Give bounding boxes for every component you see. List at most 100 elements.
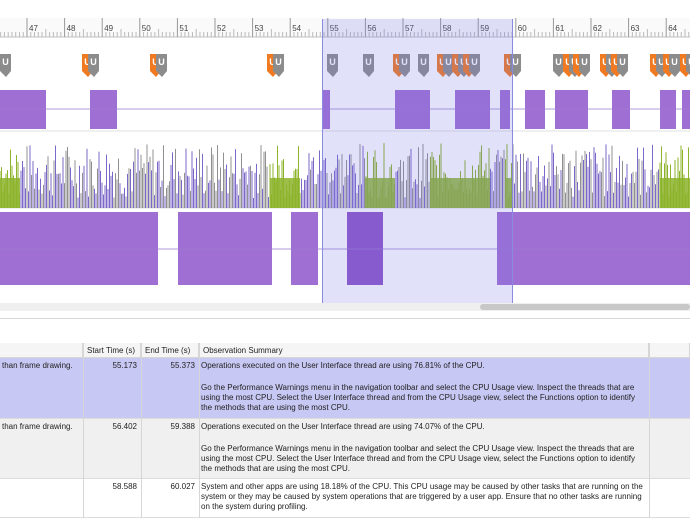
performance-warning-marker-icon[interactable]: U — [452, 54, 465, 78]
time-ruler[interactable]: 47 48 49 50 51 52 53 54 55 56 57 58 59 60 61 62 63 64 — [0, 0, 690, 40]
ui-thread-bar — [612, 90, 630, 129]
ui-activity-block — [178, 212, 272, 285]
performance-warning-marker-icon[interactable]: U — [504, 54, 517, 78]
marker-body — [463, 54, 474, 71]
performance-warning-marker-icon[interactable]: U — [393, 54, 406, 78]
observation-text: Operations executed on the User Interfac… — [201, 422, 485, 431]
column-divider — [199, 343, 200, 518]
performance-warning-marker-icon[interactable]: U — [617, 54, 630, 78]
performance-warning-marker-icon[interactable]: U — [573, 54, 586, 78]
marker-body — [650, 54, 661, 71]
performance-warning-marker-icon[interactable]: U — [443, 54, 456, 78]
issue-column-header[interactable] — [0, 343, 83, 358]
performance-warning-marker-icon[interactable]: U — [150, 54, 163, 78]
marker-body — [363, 54, 374, 71]
performance-warning-marker-icon[interactable]: U — [0, 54, 13, 78]
observation-summary-header[interactable]: Observation Summary — [199, 343, 649, 358]
marker-tip — [650, 71, 661, 77]
performance-warning-marker-icon[interactable]: U — [663, 54, 676, 78]
issue-cell: than frame drawing. — [2, 422, 73, 431]
observation-recommendation: Go the Performance Warnings menu in the … — [201, 383, 635, 412]
performance-warning-marker-icon[interactable]: U — [267, 54, 280, 78]
performance-warning-marker-icon[interactable]: U — [686, 54, 690, 78]
performance-warning-marker-icon[interactable]: U — [579, 54, 592, 78]
marker-tip — [600, 71, 611, 77]
marker-tip — [452, 71, 463, 77]
performance-warning-marker-icon[interactable]: U — [437, 54, 450, 78]
marker-tip — [0, 71, 11, 77]
marker-body — [611, 54, 622, 71]
performance-warning-markers: UUUUUUUUUUUUUUUUUUUUUUUUUUUUUUUUUUU — [0, 44, 690, 84]
marker-body — [504, 54, 515, 71]
performance-warning-marker-icon[interactable]: U — [656, 54, 669, 78]
performance-warning-marker-icon[interactable]: U — [418, 54, 431, 78]
performance-warning-marker-icon[interactable]: U — [88, 54, 101, 78]
performance-warning-marker-icon[interactable]: U — [399, 54, 412, 78]
marker-body — [680, 54, 690, 71]
performance-warning-marker-icon[interactable]: U — [156, 54, 169, 78]
marker-glyph: U — [2, 57, 9, 67]
start-time-cell: 56.402 — [112, 422, 137, 431]
performance-warning-marker-icon[interactable]: U — [680, 54, 690, 78]
marker-body — [0, 54, 11, 71]
observation-cell: Operations executed on the User Interfac… — [201, 361, 646, 413]
table-row[interactable]: 58.588 60.027 System and other apps are … — [0, 479, 690, 518]
ui-thread-bar — [500, 90, 510, 129]
marker-tip — [327, 71, 338, 77]
performance-warning-marker-icon[interactable]: U — [611, 54, 624, 78]
marker-body — [150, 54, 161, 71]
marker-body — [656, 54, 667, 71]
performance-warning-marker-icon[interactable]: U — [669, 54, 682, 78]
ruler-ticks: 47 48 49 50 51 52 53 54 55 56 57 58 59 60 61 62 63 64 — [0, 18, 690, 38]
marker-tip — [686, 71, 690, 77]
ruler-background — [0, 18, 690, 37]
end-time-cell: 55.373 — [170, 361, 195, 370]
performance-warning-marker-icon[interactable]: U — [82, 54, 95, 78]
observations-table: Start Time (s) End Time (s) Observation … — [0, 343, 690, 518]
ruler-tick-label: 60 — [518, 24, 527, 33]
marker-tip — [273, 71, 284, 77]
performance-warning-marker-icon[interactable]: U — [510, 54, 523, 78]
cpu-usage-block — [505, 178, 512, 208]
marker-body — [563, 54, 574, 71]
end-time-header[interactable]: End Time (s) — [141, 343, 199, 358]
performance-warning-marker-icon[interactable]: U — [600, 54, 613, 78]
marker-body — [443, 54, 454, 71]
extra-column-header[interactable] — [649, 343, 690, 358]
marker-tip — [393, 71, 404, 77]
marker-body — [327, 54, 338, 71]
selected-time-range[interactable] — [322, 19, 513, 303]
marker-tip — [563, 71, 574, 77]
marker-glyph: U — [581, 57, 588, 67]
ui-activity-block-highlight — [347, 212, 383, 285]
marker-tip — [418, 71, 429, 77]
marker-glyph: U — [393, 56, 404, 68]
table-row[interactable]: than frame drawing. 55.173 55.373 Operat… — [0, 358, 690, 419]
performance-warning-marker-icon[interactable]: U — [469, 54, 482, 78]
ruler-tick-label: 62 — [593, 24, 602, 33]
timeline-scrollbar[interactable] — [0, 303, 690, 311]
start-time-cell: 55.173 — [112, 361, 137, 370]
timeline-scrollbar-thumb[interactable] — [480, 304, 690, 310]
marker-body — [156, 54, 167, 71]
performance-warning-marker-icon[interactable]: U — [273, 54, 286, 78]
performance-warning-marker-icon[interactable]: U — [327, 54, 340, 78]
start-time-header[interactable]: Start Time (s) — [83, 343, 141, 358]
ruler-tick-label: 61 — [555, 24, 564, 33]
performance-warning-marker-icon[interactable]: U — [463, 54, 476, 78]
marker-glyph: U — [275, 57, 282, 67]
performance-warning-marker-icon[interactable]: U — [553, 54, 566, 78]
table-row[interactable]: than frame drawing. 56.402 59.388 Operat… — [0, 419, 690, 479]
marker-glyph: U — [437, 56, 448, 68]
cpu-usage-block — [660, 178, 690, 208]
performance-warning-marker-icon[interactable]: U — [563, 54, 576, 78]
marker-tip — [579, 71, 590, 77]
panel-splitter[interactable] — [0, 318, 690, 344]
performance-warning-marker-icon[interactable]: U — [650, 54, 663, 78]
ui-thread-bar — [555, 90, 588, 129]
marker-body — [579, 54, 590, 71]
marker-body — [82, 54, 93, 71]
performance-warning-marker-icon[interactable]: U — [363, 54, 376, 78]
marker-glyph: U — [619, 57, 626, 67]
